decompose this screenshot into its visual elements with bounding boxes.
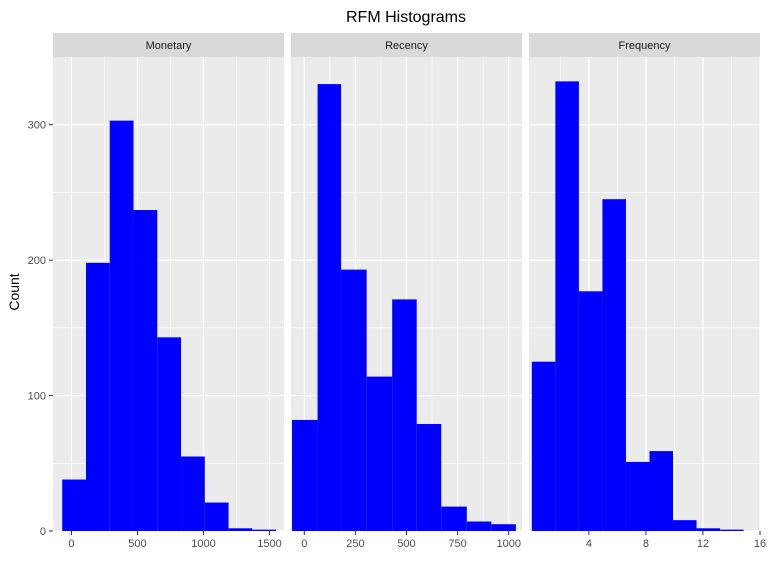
histogram-bar xyxy=(133,210,158,531)
panel-recency: Recency 0 250 500 750 1000 xyxy=(291,33,522,550)
x-tick-label: 500 xyxy=(128,538,146,550)
facet-strip xyxy=(291,33,522,57)
x-tick-label: 0 xyxy=(68,538,74,550)
facet-strip xyxy=(529,33,760,57)
histogram-bar xyxy=(86,262,110,531)
x-tick-label: 1000 xyxy=(496,538,520,550)
histogram-bar xyxy=(673,520,697,531)
histogram-bar xyxy=(109,120,134,531)
panel-monetary: Monetary 0 500 1000 1500 0 100 200 300 xyxy=(28,33,284,550)
x-tick-label: 16 xyxy=(754,538,766,550)
x-tick-label: 4 xyxy=(586,538,592,550)
panel-frequency: Frequency 4 8 12 16 xyxy=(529,33,766,550)
histogram-bar xyxy=(157,337,182,531)
x-tick-label: 500 xyxy=(397,538,415,550)
histogram-bar xyxy=(602,199,626,531)
facet-label: Monetary xyxy=(146,40,192,52)
histogram-bar xyxy=(341,269,367,531)
y-tick-label: 0 xyxy=(40,526,46,538)
facet-label: Recency xyxy=(385,40,428,52)
histogram-bar xyxy=(466,521,492,531)
x-tick-label: 1500 xyxy=(257,538,281,550)
histogram-bar xyxy=(416,424,442,531)
y-tick-label: 300 xyxy=(28,120,46,132)
facet-label: Frequency xyxy=(619,40,671,52)
histogram-bar xyxy=(292,419,318,531)
chart-title: RFM Histograms xyxy=(346,9,466,26)
y-axis-title: Count xyxy=(6,273,22,310)
histogram-bar xyxy=(720,529,744,531)
facet-strip xyxy=(53,33,284,57)
histogram-bar xyxy=(392,299,417,531)
histogram-bar xyxy=(441,506,467,531)
x-tick-label: 8 xyxy=(643,538,649,550)
x-tick-label: 1000 xyxy=(191,538,215,550)
histogram-bar xyxy=(62,479,86,531)
x-tick-label: 250 xyxy=(346,538,364,550)
histogram-bar xyxy=(491,524,516,531)
histogram-bar xyxy=(531,361,556,531)
histogram-bar xyxy=(228,528,253,531)
facet-panels: Monetary 0 500 1000 1500 0 100 200 300 Recency 0 25… xyxy=(28,33,766,550)
histogram-bar xyxy=(181,456,205,531)
x-tick-label: 750 xyxy=(448,538,466,550)
histogram-bar xyxy=(317,84,342,531)
histogram-bar xyxy=(696,528,721,531)
y-tick-label: 100 xyxy=(28,391,46,403)
histogram-bar xyxy=(204,502,229,531)
x-tick-label: 0 xyxy=(301,538,307,550)
histogram-bar xyxy=(366,376,393,531)
histogram-bar xyxy=(578,291,603,531)
histogram-bar xyxy=(252,529,277,531)
x-tick-label: 12 xyxy=(697,538,709,550)
y-tick-label: 200 xyxy=(28,255,46,267)
histogram-bar xyxy=(625,461,650,531)
histogram-bar xyxy=(555,81,579,532)
histogram-bar xyxy=(649,451,674,531)
